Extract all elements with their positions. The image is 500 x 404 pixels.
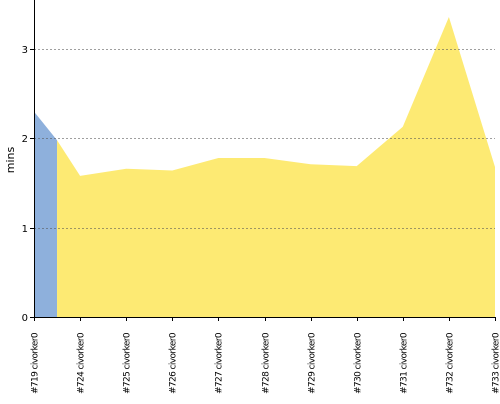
x-tick-label-0: #719 civorker0 <box>31 332 41 394</box>
x-tick-label-5: #728 civorker0 <box>262 332 272 394</box>
y-axis-label: mins <box>4 146 17 173</box>
x-tick-label-10: #733 civorker0 <box>492 332 500 394</box>
series-layer <box>34 17 495 317</box>
x-tick-label-1: #724 civorker0 <box>77 332 87 394</box>
x-tick-label-3: #726 civorker0 <box>169 332 179 394</box>
y-tick-labels: 0 1 2 3 <box>22 45 28 324</box>
y-tick-label-0: 0 <box>22 313 28 324</box>
x-tick-label-6: #729 civorker0 <box>308 332 318 394</box>
y-tick-label-3: 3 <box>22 45 28 56</box>
x-tick-label-2: #725 civorker0 <box>123 332 133 394</box>
y-tick-label-2: 2 <box>22 134 28 145</box>
x-tick-label-8: #731 civorker0 <box>400 332 410 394</box>
x-tick-label-9: #732 civorker0 <box>446 332 456 394</box>
y-tick-label-1: 1 <box>22 224 28 235</box>
series-area-0 <box>34 112 57 317</box>
x-tick-label-4: #727 civorker0 <box>215 332 225 394</box>
x-tick-label-7: #730 civorker0 <box>354 332 364 394</box>
series-area-1 <box>57 17 495 317</box>
x-tick-labels: #719 civorker0 #724 civorker0 #725 civorke… <box>31 332 500 394</box>
